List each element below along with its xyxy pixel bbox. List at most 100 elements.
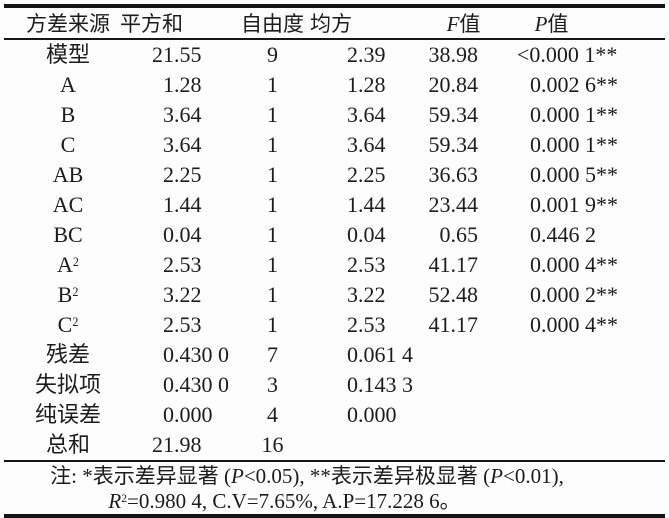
- fraction-part: .39: [358, 42, 386, 67]
- text-run: P: [490, 464, 503, 488]
- cell-mean-square: 1.44: [310, 190, 415, 220]
- integer-part: 1: [347, 192, 358, 217]
- table-footnote: 注: *表示差异显著 (P<0.05), **表示差异极显著 (P<0.01),…: [4, 460, 665, 514]
- cell-mean-square: 3.64: [310, 130, 415, 160]
- cell-sum-of-squares: 21.98: [120, 430, 235, 460]
- cell-degrees-freedom: 1: [267, 132, 278, 157]
- significance-stars: **: [596, 312, 618, 337]
- cell-p-value: 0.000 4**: [490, 310, 665, 340]
- table-row: BC 0.04 1 0.04 0.65 0.446 2: [4, 220, 665, 250]
- cell-f-value: 59.34: [428, 102, 479, 127]
- col-header-source: 方差来源: [4, 8, 120, 40]
- table-header: 方差来源 平方和 自由度 均方 F值 P值: [4, 8, 665, 40]
- cell-source: AC: [4, 190, 120, 220]
- fraction-part: .22: [358, 282, 386, 307]
- fraction-part: .44: [358, 192, 386, 217]
- cell-source: AB: [4, 160, 120, 190]
- p-number: 0.000 2: [530, 282, 596, 307]
- cell-f-value: 20.84: [428, 72, 479, 97]
- superscript: 2: [121, 493, 127, 506]
- table-row: 残差 0.430 0 7 0.061 4: [4, 340, 665, 370]
- integer-part: 3: [163, 102, 174, 127]
- integer-part: 3: [347, 282, 358, 307]
- cell-sum-of-squares: 2.25: [120, 160, 235, 190]
- source-label: AC: [52, 192, 84, 217]
- table-body: 模型 21.55 9 2.39 38.98 <0.000 1** A 1.28 1 1.28 20.…: [4, 39, 665, 460]
- col-header-p-value: P值: [490, 8, 665, 40]
- table-row: A2 2.53 1 2.53 41.17 0.000 4**: [4, 250, 665, 280]
- fraction-part: .04: [358, 222, 386, 247]
- cell-sum-of-squares: 0.430 0: [120, 370, 235, 400]
- fraction-part: .430 0: [174, 342, 229, 367]
- fraction-part: .53: [358, 252, 386, 277]
- cell-degrees-freedom: 1: [267, 162, 278, 187]
- cell-degrees-freedom: 1: [267, 252, 278, 277]
- integer-part: 2: [163, 162, 174, 187]
- cell-p-value: 0.000 1**: [490, 130, 665, 160]
- cell-degrees-freedom: 1: [267, 312, 278, 337]
- cell-source: C: [4, 130, 120, 160]
- cell-source: 模型: [4, 39, 120, 70]
- anova-table-sheet: 方差来源 平方和 自由度 均方 F值 P值 模型 21.55 9 2.39 38.98 <0.000…: [4, 4, 665, 518]
- cell-mean-square: 3.64: [310, 100, 415, 130]
- cell-f-value: 52.48: [428, 282, 479, 307]
- footnote-line-1: 注: *表示差异显著 (P<0.05), **表示差异极显著 (P<0.01),: [4, 464, 610, 489]
- source-label: B: [60, 102, 76, 127]
- integer-part: 0: [163, 372, 174, 397]
- source-label: C: [60, 132, 76, 157]
- significance-stars: **: [596, 252, 618, 277]
- fraction-part: .64: [174, 132, 202, 157]
- p-number: 0.000 1: [530, 132, 596, 157]
- cell-sum-of-squares: 1.28: [120, 70, 235, 100]
- cell-p-value: [490, 400, 665, 430]
- text-run: R: [108, 489, 122, 513]
- cell-mean-square: 3.22: [310, 280, 415, 310]
- cell-p-value: 0.446 2: [490, 220, 665, 250]
- fraction-part: .430 0: [174, 372, 229, 397]
- cell-f-value: 59.34: [428, 132, 479, 157]
- cell-f-value: [415, 430, 490, 460]
- fraction-part: .44: [174, 192, 202, 217]
- cell-p-value: [490, 370, 665, 400]
- cell-degrees-freedom: 7: [267, 342, 278, 367]
- cell-degrees-freedom: 1: [267, 72, 278, 97]
- cell-p-value: [490, 340, 665, 370]
- cell-degrees-freedom: 1: [267, 102, 278, 127]
- superscript: 2: [72, 254, 79, 269]
- table-row: 总和 21.98 16: [4, 430, 665, 460]
- text-run: 值: [547, 12, 569, 36]
- integer-part: 0: [347, 342, 358, 367]
- source-label: A: [57, 252, 73, 277]
- integer-part: 0: [163, 222, 174, 247]
- cell-sum-of-squares: 0.000: [120, 400, 235, 430]
- fraction-part: .22: [174, 282, 202, 307]
- cell-source: C2: [4, 310, 120, 340]
- cell-f-value: [415, 370, 490, 400]
- table-row: B2 3.22 1 3.22 52.48 0.000 2**: [4, 280, 665, 310]
- fraction-part: .061 4: [358, 342, 413, 367]
- text-run: 平方和: [120, 12, 183, 36]
- text-run: <0.01),: [502, 464, 564, 488]
- cell-source: BC: [4, 220, 120, 250]
- fraction-part: .25: [174, 162, 202, 187]
- text-run: =0.980 4, C.V=7.65%, A.P=17.228 6。: [126, 489, 461, 513]
- fraction-part: .143 3: [358, 372, 413, 397]
- source-label: AB: [52, 162, 84, 187]
- cell-p-value: 0.000 2**: [490, 280, 665, 310]
- source-label: BC: [53, 222, 83, 247]
- fraction-part: .000: [174, 402, 213, 427]
- cell-source: 总和: [4, 430, 120, 460]
- col-header-degrees-freedom: 自由度: [235, 8, 310, 40]
- integer-part: 0: [347, 222, 358, 247]
- fraction-part: .53: [174, 312, 202, 337]
- cell-p-value: [490, 430, 665, 460]
- cell-degrees-freedom: 1: [267, 192, 278, 217]
- integer-part: 3: [347, 132, 358, 157]
- cell-source: 残差: [4, 340, 120, 370]
- p-number: 0.000 4: [530, 252, 596, 277]
- source-label: B: [57, 282, 73, 307]
- text-run: 方差来源: [26, 12, 110, 36]
- cell-sum-of-squares: 2.53: [120, 250, 235, 280]
- cell-p-value: 0.002 6**: [490, 70, 665, 100]
- text-run: P: [534, 12, 548, 36]
